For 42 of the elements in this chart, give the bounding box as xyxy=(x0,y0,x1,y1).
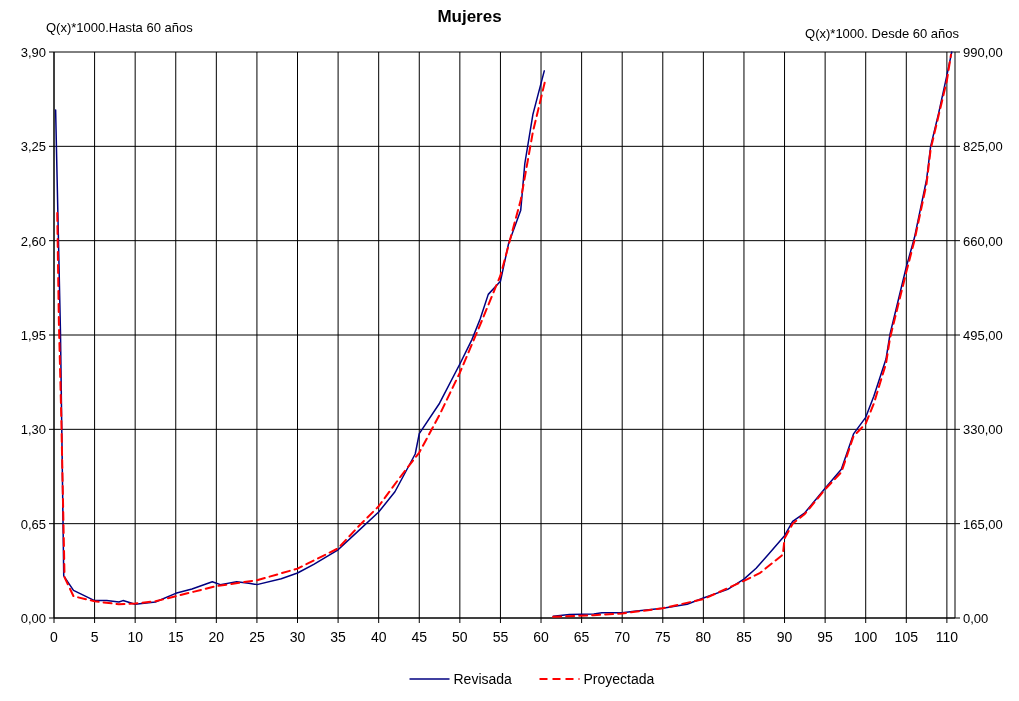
x-tick-label: 85 xyxy=(736,629,752,645)
x-tick-label: 110 xyxy=(935,629,959,645)
y-axis-title: Q(x)*1000.Hasta 60 años xyxy=(46,20,194,35)
y2-tick-label: 0,00 xyxy=(963,611,989,626)
x-tick-label: 105 xyxy=(894,629,919,645)
chart-title: Mujeres xyxy=(437,7,502,26)
y2-tick-label: 495,00 xyxy=(963,328,1003,343)
x-tick-label: 40 xyxy=(370,629,387,645)
x-tick-label: 65 xyxy=(573,629,590,645)
y2-tick-label: 825,00 xyxy=(963,139,1003,155)
y-tick-label: 0,65 xyxy=(20,516,46,532)
x-tick-label: 0 xyxy=(50,629,59,645)
x-tick-label: 70 xyxy=(614,629,631,645)
y2-tick-label: 330,00 xyxy=(963,422,1003,438)
x-tick-label: 35 xyxy=(330,629,347,645)
legend-label: Proyectada xyxy=(583,671,655,687)
x-tick-label: 15 xyxy=(167,629,184,645)
x-tick-label: 100 xyxy=(854,629,878,645)
y-tick-label: 1,30 xyxy=(20,422,46,438)
x-tick-label: 20 xyxy=(208,629,225,645)
y-tick-label: 3,90 xyxy=(20,45,46,60)
x-tick-label: 25 xyxy=(249,629,265,645)
legend-label: Revisada xyxy=(453,671,513,687)
x-tick-label: 50 xyxy=(452,629,468,645)
x-tick-label: 60 xyxy=(533,629,550,645)
y2-tick-label: 660,00 xyxy=(963,233,1003,249)
y-tick-label: 2,60 xyxy=(20,233,46,249)
x-tick-label: 95 xyxy=(817,629,834,645)
y2-axis-title: Q(x)*1000. Desde 60 años xyxy=(805,26,960,41)
y2-tick-label: 165,00 xyxy=(963,516,1003,532)
x-tick-label: 90 xyxy=(776,629,793,645)
x-tick-label: 45 xyxy=(411,629,428,645)
x-tick-label: 80 xyxy=(695,629,712,645)
y-tick-label: 1,95 xyxy=(20,328,46,343)
y-tick-label: 3,25 xyxy=(20,139,46,155)
y2-tick-label: 990,00 xyxy=(963,45,1003,60)
x-tick-label: 10 xyxy=(127,629,144,645)
x-tick-label: 55 xyxy=(492,629,509,645)
x-tick-label: 5 xyxy=(90,629,99,645)
x-tick-label: 75 xyxy=(654,629,671,645)
y-tick-label: 0,00 xyxy=(20,611,46,626)
x-tick-label: 30 xyxy=(289,629,306,645)
